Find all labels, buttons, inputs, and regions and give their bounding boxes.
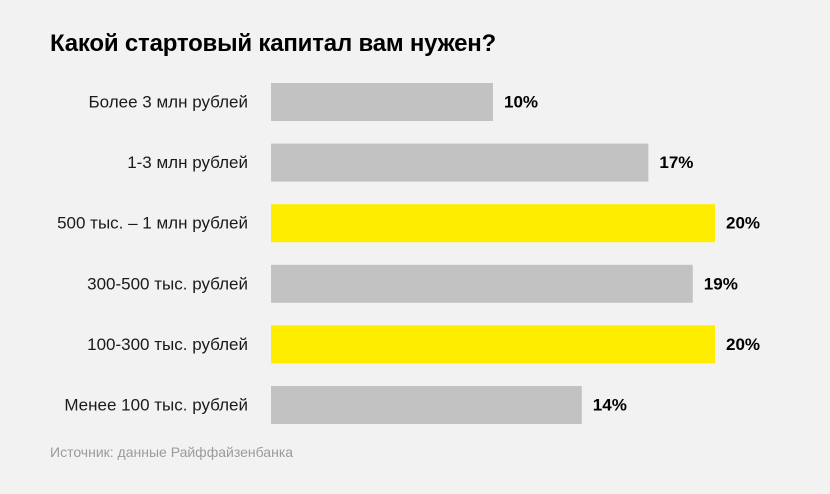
value-label-3: 19% (704, 274, 738, 293)
chart-title: Какой стартовый капитал вам нужен? (50, 30, 497, 57)
bar-4 (271, 325, 715, 364)
source-note: Источник: данные Райффайзенбанка (50, 444, 294, 460)
value-label-0: 10% (504, 93, 538, 112)
category-label-4: 100-300 тыс. рублей (87, 335, 248, 354)
bar-5 (271, 386, 582, 424)
value-label-2: 20% (726, 214, 760, 233)
value-label-5: 14% (593, 396, 627, 415)
category-label-2: 500 тыс. – 1 млн рублей (57, 214, 248, 233)
category-label-1: 1-3 млн рублей (127, 153, 248, 172)
category-label-3: 300-500 тыс. рублей (87, 274, 248, 293)
category-label-0: Более 3 млн рублей (89, 93, 248, 112)
value-label-4: 20% (726, 335, 760, 354)
category-label-5: Менее 100 тыс. рублей (64, 396, 248, 415)
bar-0 (271, 83, 493, 121)
bar-2 (271, 204, 715, 243)
value-label-1: 17% (659, 153, 693, 172)
bar-1 (271, 143, 649, 182)
bar-3 (271, 264, 693, 303)
